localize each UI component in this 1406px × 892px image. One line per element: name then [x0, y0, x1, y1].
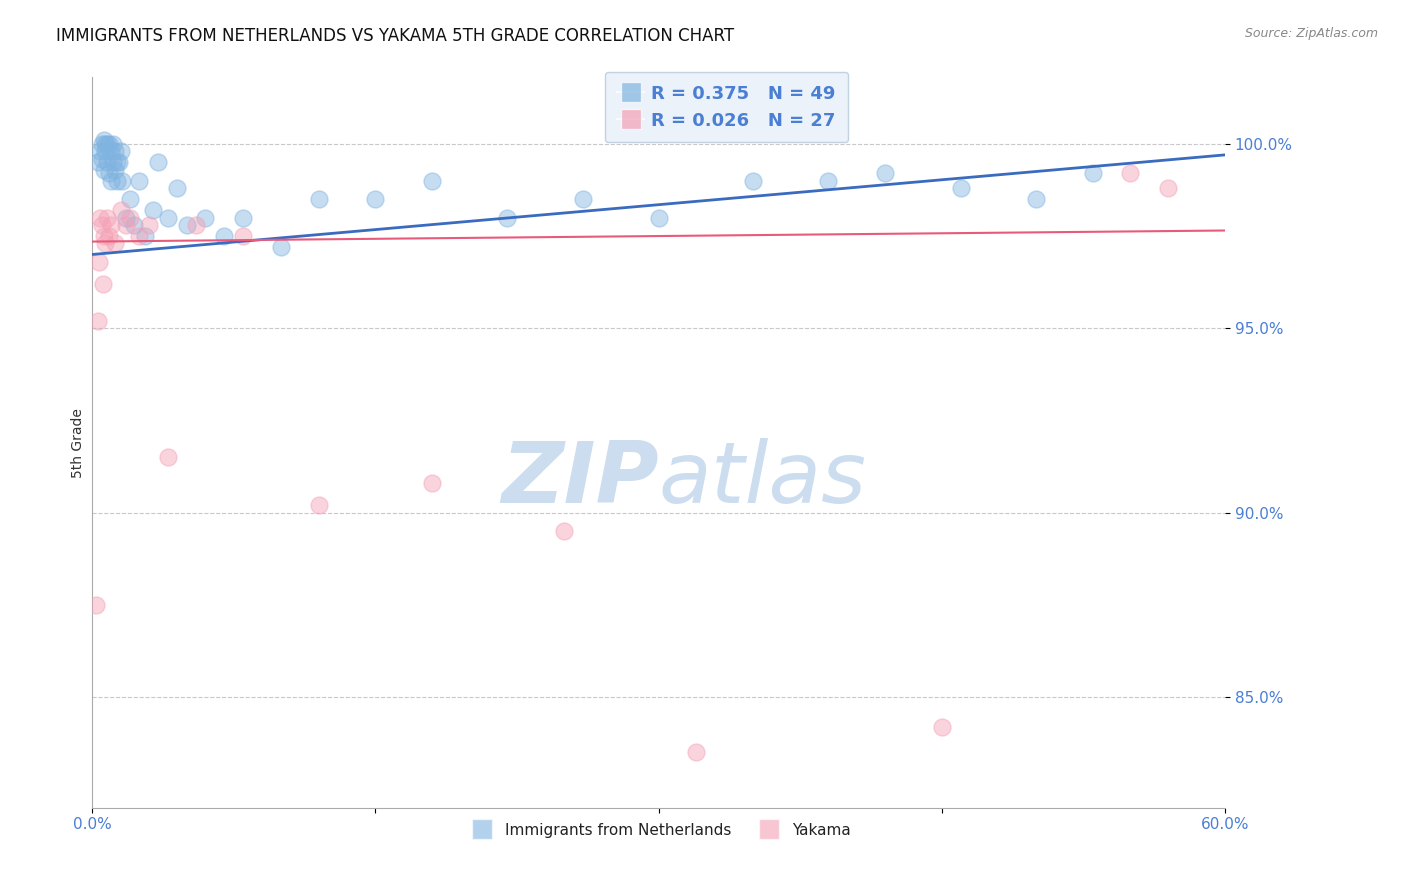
Text: atlas: atlas [658, 438, 866, 521]
Point [420, 174, 443, 188]
Point [98, 136, 121, 151]
Point [89, 211, 111, 225]
Point [1119, 166, 1142, 180]
Point [107, 155, 129, 169]
Point [104, 162, 127, 177]
Point [420, 476, 443, 491]
Point [98, 229, 121, 244]
Point [90, 152, 112, 166]
Point [104, 145, 127, 159]
Point [101, 136, 124, 151]
Legend: Immigrants from Netherlands, Yakama: Immigrants from Netherlands, Yakama [460, 817, 856, 844]
Point [90, 218, 112, 232]
Point [308, 498, 330, 512]
Point [96, 136, 118, 151]
Point [138, 218, 160, 232]
Point [364, 192, 387, 206]
Point [122, 218, 145, 232]
Point [176, 218, 198, 232]
Point [91, 277, 114, 291]
Text: Source: ZipAtlas.com: Source: ZipAtlas.com [1244, 27, 1378, 40]
Point [100, 145, 122, 159]
Point [87, 314, 110, 328]
Point [87, 255, 110, 269]
Point [184, 218, 207, 232]
Point [84, 598, 107, 612]
Point [156, 450, 179, 465]
Point [685, 746, 707, 760]
Point [166, 181, 188, 195]
Y-axis label: 5th Grade: 5th Grade [72, 408, 86, 477]
Point [232, 229, 254, 244]
Point [89, 145, 111, 159]
Point [817, 174, 839, 188]
Point [100, 174, 122, 188]
Point [128, 174, 150, 188]
Point [1157, 181, 1180, 195]
Point [496, 211, 519, 225]
Point [93, 229, 115, 244]
Point [214, 229, 236, 244]
Point [105, 174, 128, 188]
Point [90, 136, 112, 151]
Point [94, 236, 117, 251]
Point [110, 145, 132, 159]
Point [118, 211, 141, 225]
Point [110, 203, 132, 218]
Text: ZIP: ZIP [501, 438, 658, 521]
Point [142, 203, 165, 218]
Point [1025, 192, 1047, 206]
Point [115, 211, 138, 225]
Point [93, 133, 115, 147]
Point [873, 166, 896, 180]
Point [553, 524, 575, 538]
Point [96, 155, 118, 169]
Point [115, 218, 138, 232]
Point [100, 218, 122, 232]
Point [741, 174, 763, 188]
Point [93, 162, 115, 177]
Point [96, 211, 118, 225]
Point [572, 192, 595, 206]
Point [931, 720, 953, 734]
Point [101, 155, 124, 169]
Point [87, 155, 110, 169]
Point [94, 136, 117, 151]
Point [111, 174, 134, 188]
Point [1081, 166, 1104, 180]
Point [647, 211, 669, 225]
Point [232, 211, 254, 225]
Point [308, 192, 330, 206]
Point [94, 145, 117, 159]
Point [128, 229, 150, 244]
Text: IMMIGRANTS FROM NETHERLANDS VS YAKAMA 5TH GRADE CORRELATION CHART: IMMIGRANTS FROM NETHERLANDS VS YAKAMA 5T… [56, 27, 734, 45]
Point [118, 192, 141, 206]
Point [194, 211, 217, 225]
Point [134, 229, 156, 244]
Point [104, 236, 127, 251]
Point [949, 181, 972, 195]
Point [270, 240, 292, 254]
Point [98, 166, 121, 180]
Point [105, 155, 128, 169]
Point [148, 155, 170, 169]
Point [156, 211, 179, 225]
